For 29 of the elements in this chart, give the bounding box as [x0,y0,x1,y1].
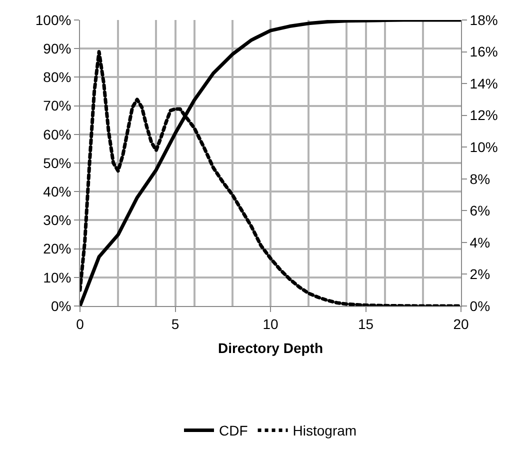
y2-tick-label: 14% [470,75,498,92]
y-tick-label: 90% [43,40,72,56]
y2-tick-label: 18% [470,12,498,28]
y-tick-label: 40% [43,184,72,200]
y-tick-label: 30% [43,212,72,228]
x-tick-label: 20 [453,316,469,332]
y2-tick-label: 10% [470,139,498,156]
y2-tick-label: 0% [470,298,490,314]
x-tick-label: 5 [171,316,180,332]
y-tick-label: 60% [43,126,72,142]
legend-label: Histogram [292,422,357,439]
y-tick-label: 20% [43,240,72,257]
legend-label: CDF [219,422,248,439]
y2-tick-label: 8% [470,170,490,187]
y-tick-label: 0% [50,298,72,314]
y2-tick-label: 16% [470,44,498,60]
y-tick-label: 80% [43,69,72,86]
x-axis-title: Directory Depth [218,340,324,356]
y-tick-label: 70% [43,98,72,114]
y-tick-label: 100% [35,12,72,28]
x-tick-label: 15 [358,316,374,332]
y-tick-label: 10% [43,269,72,286]
x-tick-label: 0 [76,316,84,332]
y2-tick-label: 2% [470,266,490,282]
y2-tick-label: 12% [470,107,498,124]
y2-tick-label: 6% [470,202,490,219]
x-tick-label: 10 [262,316,278,332]
y2-tick-label: 4% [470,234,490,250]
y-tick-label: 50% [43,154,72,171]
